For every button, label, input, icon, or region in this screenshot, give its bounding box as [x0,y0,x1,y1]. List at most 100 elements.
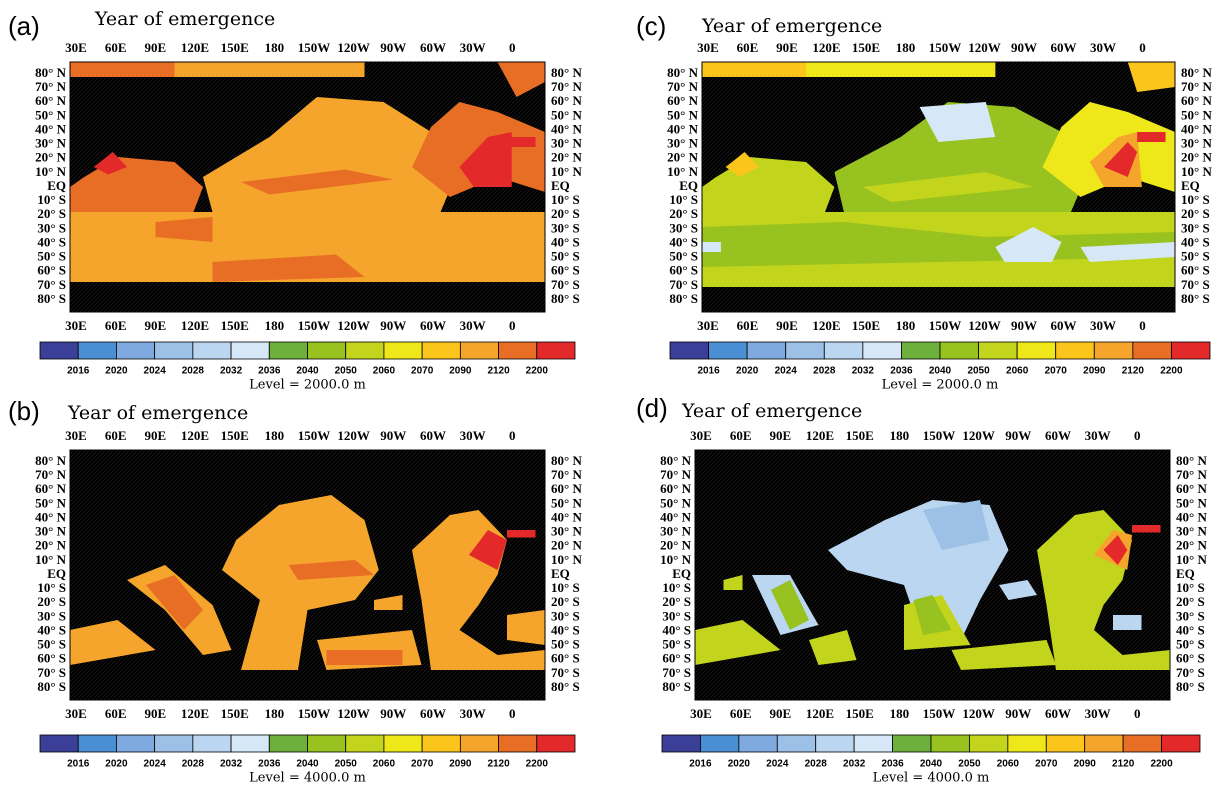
lat-label-right: 30° N [1181,136,1212,151]
map-region [70,620,156,665]
lon-label-bottom: 60E [730,706,752,721]
colorbar-box [823,341,864,360]
lon-label-top: 30W [460,428,486,443]
lat-label-left: 20° N [660,538,691,553]
map-region [174,62,365,77]
lat-label-left: 80° S [669,291,698,306]
lat-label-right: 20° S [551,206,580,221]
map-region [702,242,721,252]
lon-label-top: 0 [509,40,516,55]
map-region [507,530,536,538]
lon-label-top: 120E [181,428,209,443]
lon-label-top: 0 [509,428,516,443]
lon-label-top: 150E [852,40,880,55]
lon-label-bottom: 150W [298,318,331,333]
colorbar-label: 2032 [220,366,243,377]
lon-label-bottom: 120W [337,706,370,721]
map-region [695,620,781,665]
lon-label-bottom: 90E [144,318,166,333]
lon-label-top: 120W [968,40,1001,55]
lat-label-left: 30° S [37,220,66,235]
colorbar-box [459,734,499,753]
colorbar-label: 2050 [335,759,358,770]
colorbar-label: 2090 [449,759,472,770]
colorbar-label: 2060 [373,366,396,377]
lon-label-bottom: 150W [929,318,962,333]
panel-label: (d) [636,393,668,423]
colorbar-label: 2070 [411,366,434,377]
level-label: Level = 4000.0 m [249,771,366,786]
map-field [695,500,1170,670]
colorbar-label: 2040 [296,759,319,770]
lat-label-right: 30° N [551,136,582,151]
map-field [702,62,1175,287]
lat-label-right: 10° N [551,164,582,179]
lon-label-top: 60W [1045,428,1071,443]
panel-title: Year of emergence [681,400,862,422]
lon-label-bottom: 90W [1011,318,1037,333]
colorbar-label: 2200 [526,366,549,377]
lat-label-right: 40° S [551,622,580,637]
lon-label-bottom: 30E [65,318,87,333]
colorbar-box [230,734,270,753]
lat-label-right: EQ [1181,178,1200,193]
lat-label-left: 40° N [35,509,66,524]
colorbar-box [307,734,347,753]
level-label: Level = 2000.0 m [249,378,366,393]
colorbar-label: 2020 [728,759,751,770]
colorbar-box [815,734,855,753]
lat-label-left: 60° S [669,263,698,278]
lon-label-bottom: 30E [690,706,712,721]
lon-label-bottom: 0 [509,318,516,333]
lat-label-left: 10° S [37,192,66,207]
colorbar-box [498,734,538,753]
lon-label-bottom: 30E [65,706,87,721]
lon-label-bottom: 90E [776,318,798,333]
colorbar-label: 2060 [373,759,396,770]
lat-label-left: 60° S [37,651,66,666]
level-label: Level = 4000.0 m [873,771,990,786]
lon-label-top: 60E [730,428,752,443]
lat-label-right: 30° S [551,220,580,235]
colorbar-label: 2028 [813,366,836,377]
colorbar-label: 2024 [144,366,167,377]
lat-label-right: 10° N [551,552,582,567]
lon-label-bottom: 60E [105,318,127,333]
lon-label-bottom: 150E [221,318,249,333]
colorbar-box [421,341,461,360]
lon-label-bottom: 120W [962,706,995,721]
lon-label-top: 90E [144,428,166,443]
lat-label-left: 60° N [35,93,66,108]
panel-title: Year of emergence [701,15,882,37]
lon-label-top: 150W [298,40,331,55]
lat-label-left: 40° S [669,234,698,249]
lon-label-top: 30E [690,428,712,443]
map-region [212,254,365,282]
colorbar-box [345,734,385,753]
colorbar-label: 2050 [958,759,981,770]
lat-label-right: 70° N [1176,467,1207,482]
colorbar-label: 2050 [967,366,990,377]
lat-label-right: 30° N [1176,524,1207,539]
lat-label-left: 30° N [35,524,66,539]
map-region [913,595,952,635]
lat-label-right: 10° N [1181,164,1212,179]
lat-label-right: 80° S [1181,291,1210,306]
panel-label: (b) [8,396,40,426]
colorbar-box [892,734,932,753]
lat-label-right: 70° S [551,277,580,292]
lat-label-right: 20° S [1181,206,1210,221]
lon-label-bottom: 150W [923,706,956,721]
colorbar-label: 2040 [296,366,319,377]
lon-label-top: 90E [776,40,798,55]
lon-label-top: 180 [890,428,910,443]
lon-label-top: 90W [1005,428,1031,443]
lat-label-right: 80° N [551,453,582,468]
lon-label-bottom: 30W [1085,706,1111,721]
lat-label-left: 40° S [662,622,691,637]
colorbar-label: 2090 [1074,759,1097,770]
lon-label-bottom: 120E [806,706,834,721]
map-frame [694,449,1171,701]
lat-label-left: 50° N [35,107,66,122]
colorbar-box [77,341,117,360]
